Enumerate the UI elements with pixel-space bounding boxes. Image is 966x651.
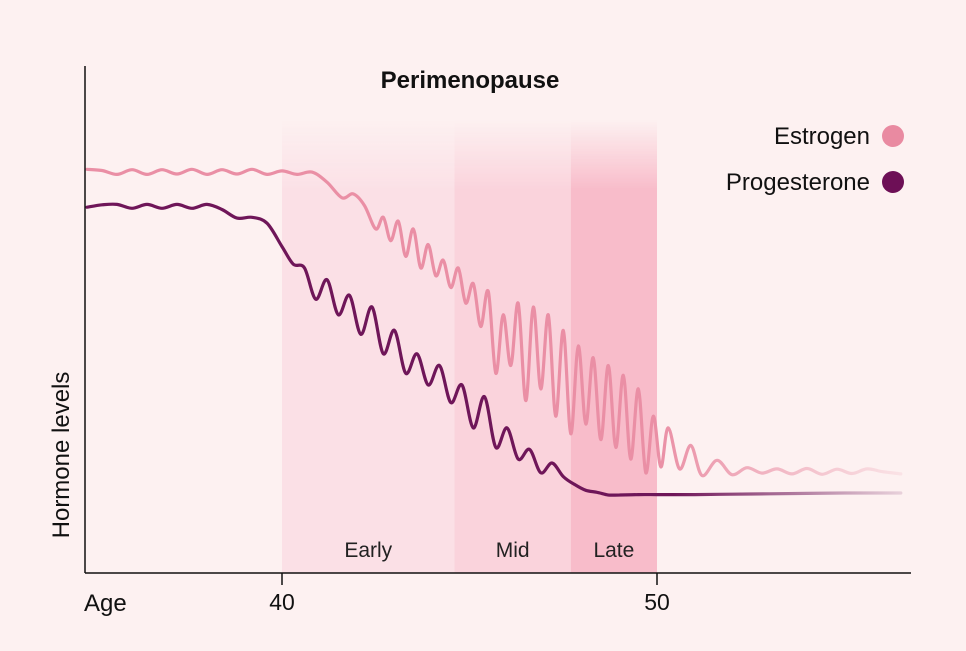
phase-band-late <box>570 120 657 573</box>
phase-band-early <box>282 120 455 573</box>
legend-label-estrogen: Estrogen <box>774 123 870 150</box>
series-line-progesterone <box>85 202 903 497</box>
x-axis-title: Age <box>84 590 127 617</box>
phase-label-late: Late <box>593 539 634 562</box>
legend-marker-progesterone <box>882 171 904 193</box>
phase-bands <box>282 120 657 573</box>
x-tick-label-40: 40 <box>269 589 295 615</box>
series-lines <box>85 167 903 497</box>
legend-marker-estrogen <box>882 125 904 147</box>
phase-labels: Early Mid Late <box>344 539 634 562</box>
y-axis-title: Hormone levels <box>48 372 75 539</box>
phase-label-mid: Mid <box>496 539 530 562</box>
legend-label-progesterone: Progesterone <box>726 169 870 196</box>
x-ticks: 40 50 <box>269 573 670 615</box>
legend: Estrogen Progesterone <box>726 123 904 196</box>
chart-title: Perimenopause <box>381 67 560 94</box>
series-line-estrogen <box>85 167 903 478</box>
x-tick-label-50: 50 <box>644 589 670 615</box>
phase-label-early: Early <box>344 539 392 562</box>
